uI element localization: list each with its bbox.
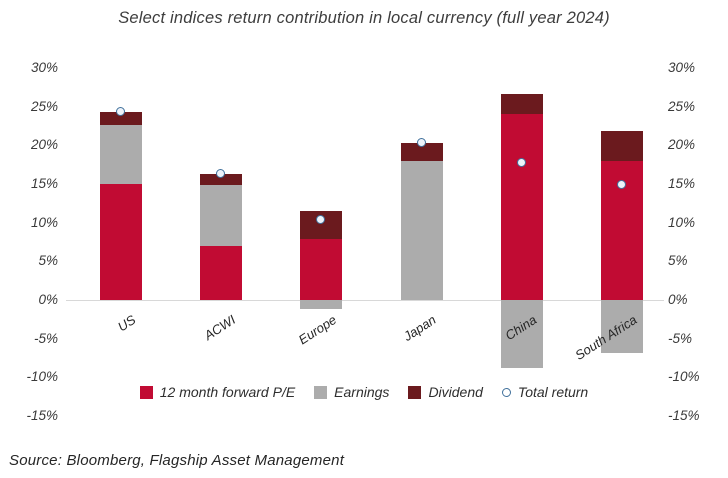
x-axis-label: ACWI bbox=[201, 312, 239, 344]
legend-item-forward-pe: 12 month forward P/E bbox=[139, 384, 296, 400]
legend-label: Total return bbox=[517, 384, 589, 400]
y-tick-right: 0% bbox=[668, 292, 688, 307]
y-tick-right: -15% bbox=[668, 407, 700, 423]
bar-segment bbox=[601, 131, 644, 161]
y-tick-right: 15% bbox=[668, 176, 696, 192]
bar-segment bbox=[100, 124, 142, 185]
bar-segment bbox=[100, 112, 142, 125]
y-tick-right: 30% bbox=[668, 60, 696, 76]
y-tick-right: 25% bbox=[668, 98, 696, 114]
zero-axis-line bbox=[66, 300, 664, 301]
total-return-marker bbox=[516, 158, 526, 168]
y-tick-left: 25% bbox=[30, 98, 58, 114]
bar-segment bbox=[601, 300, 644, 354]
y-tick-left: 0% bbox=[38, 292, 58, 307]
x-axis-label: Japan bbox=[401, 312, 439, 344]
chart-title: Select indices return contribution in lo… bbox=[118, 9, 610, 27]
forward-pe-swatch-icon bbox=[139, 385, 153, 399]
y-tick-left: 20% bbox=[30, 137, 58, 153]
y-tick-right: 5% bbox=[668, 253, 688, 269]
bar-segment bbox=[400, 143, 443, 161]
dividend-swatch-icon bbox=[408, 385, 422, 399]
bar-segment bbox=[300, 238, 343, 300]
legend-label: 12 month forward P/E bbox=[159, 384, 296, 400]
total-return-marker bbox=[416, 138, 426, 148]
legend: 12 month forward P/E Earnings Dividend T… bbox=[0, 384, 728, 400]
total-return-marker bbox=[316, 215, 326, 225]
bar-segment bbox=[500, 114, 543, 300]
bar-segment bbox=[500, 94, 543, 115]
source-note: Source: Bloomberg, Flagship Asset Manage… bbox=[9, 452, 345, 469]
bar-segment bbox=[300, 300, 343, 310]
y-tick-right: 10% bbox=[668, 214, 696, 230]
legend-label: Dividend bbox=[428, 384, 483, 400]
legend-item-dividend: Dividend bbox=[408, 384, 483, 400]
total-return-marker-icon bbox=[501, 387, 511, 397]
x-axis-label: Europe bbox=[295, 312, 339, 348]
y-tick-left: 5% bbox=[38, 253, 58, 269]
bar-segment bbox=[500, 300, 543, 369]
total-return-marker bbox=[116, 107, 125, 117]
legend-label: Earnings bbox=[334, 384, 390, 400]
y-tick-left: -5% bbox=[33, 330, 58, 346]
bar-segment bbox=[200, 174, 243, 185]
y-tick-left: -10% bbox=[26, 369, 58, 385]
bar-segment bbox=[400, 160, 443, 300]
y-tick-left: 30% bbox=[30, 60, 58, 76]
y-tick-left: 15% bbox=[30, 176, 58, 192]
legend-item-total-return: Total return bbox=[501, 384, 589, 400]
total-return-marker bbox=[617, 179, 627, 189]
bar-segment bbox=[100, 184, 142, 300]
y-tick-right: -5% bbox=[668, 330, 693, 346]
bar-segment bbox=[200, 245, 243, 300]
y-tick-right: -10% bbox=[668, 369, 700, 385]
y-tick-left: -15% bbox=[26, 407, 58, 423]
total-return-marker bbox=[216, 169, 226, 178]
legend-item-earnings: Earnings bbox=[314, 384, 389, 400]
y-tick-right: 20% bbox=[668, 137, 696, 153]
earnings-swatch-icon bbox=[314, 385, 328, 399]
y-tick-left: 10% bbox=[30, 214, 58, 230]
x-axis-label: US bbox=[114, 312, 139, 335]
bar-segment bbox=[200, 184, 243, 246]
